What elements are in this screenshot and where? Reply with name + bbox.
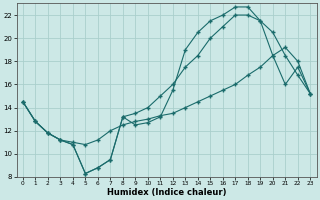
X-axis label: Humidex (Indice chaleur): Humidex (Indice chaleur) — [107, 188, 226, 197]
